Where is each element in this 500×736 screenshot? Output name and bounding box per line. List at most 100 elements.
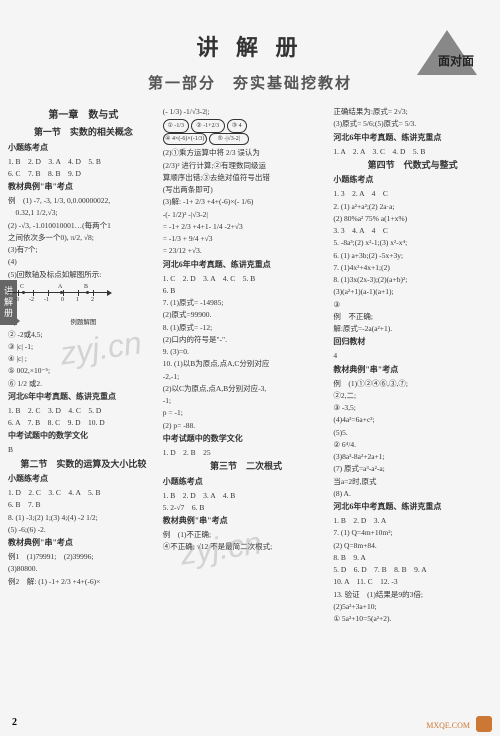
caption: 例题解图 [8,318,159,328]
text-line: 4 [333,350,492,361]
text-line: 正确结果为:原式= 2√3; [333,106,492,117]
subsection: 中考试题中的数学文化 [163,433,330,445]
column-3: 正确结果为:原式= 2√3; (3)原式= 5/6;(5)原式= 5/3. 河北… [333,105,492,625]
text-line: 例1 (1)79991; (2)39996; [8,551,159,562]
text-line: = -1/3 + 9/4 +√3 [163,233,330,244]
circle-node: ⑤ -|√3-2| [209,133,249,145]
text-line: 当a=2时,原式 [333,476,492,487]
text-line: (- 1/3) -1/√3-2|; [163,106,330,117]
subsection: 河北6年中考真题、练讲克重点 [333,132,492,144]
text-line: ③ |c| -1; [8,341,159,352]
text-line: 13. 验证 (1)结果是9的3倍; [333,589,492,600]
text-line: 1. B 2. D 3. A 4. D 5. B [8,156,159,167]
text-line: p = -1; [163,407,330,418]
tick-label: -2 [29,296,34,305]
text-line: 8. B 9. A [333,552,492,563]
text-line: ⑤ 002,×10⁻⁵; [8,365,159,376]
text-line: (3)8a³-8a²+2a+1; [333,451,492,462]
text-line: (写出两条即可) [163,184,330,195]
text-line: (2) p= -88. [163,420,330,431]
numline-label: B [84,283,88,292]
text-line: -(- 1/2)² -|√3-2| [163,209,330,220]
text-line: 7. (1) Q=4m+10m²; [333,527,492,538]
text-line: ⑥ 1/2 或2. [8,378,159,389]
text-line: ① 5a²+10=5(a²+2). [333,613,492,624]
text-line: 之间依次多一个0), π/2, √8; [8,232,159,243]
text-line: 算顺序出错;③去绝对值符号出错 [163,172,330,183]
text-line: 5. D 6. D 7. B 8. B 9. A [333,564,492,575]
text-line: (3)解: -1+ 2/3 +4+(-6)×(- 1/6) [163,196,330,207]
text-line: (5) -6;(6) -2. [8,524,159,535]
text-line: (3)(a²+1)(a-1)(a+1); [333,286,492,297]
text-line: (2) -√3, -1.010010001…(每两个1 [8,220,159,231]
content-columns: 第一章 数与式 第一节 实数的相关概念 小题练考点 1. B 2. D 3. A… [8,105,492,625]
text-line: 8. (1)3x(2x-3);(2)(a+b)²; [333,274,492,285]
text-line: ② 6⁴/4. [333,439,492,450]
text-line: (5)5. [333,427,492,438]
text-line: ③ [333,299,492,310]
text-line: (5)回数轴及标点如解图所示: [8,269,159,280]
tick-label: -1 [44,296,49,305]
column-1: 第一章 数与式 第一节 实数的相关概念 小题练考点 1. B 2. D 3. A… [8,105,159,625]
text-line: 9. (3)=0. [163,346,330,357]
tab-arrow-icon [14,316,20,326]
text-line: 8. (1) -3;(2) 1;(3) 4;(4) -2 1/2; [8,512,159,523]
text-line: (3)有7个; [8,244,159,255]
text-line: ② -2或4,5; [8,329,159,340]
column-2: (- 1/3) -1/√3-2|; ① -1/3 ② -1+2/3 ③ 4 ④ … [163,105,330,625]
subsection: 教材典例"串"考点 [163,515,330,527]
text-line: (4) [8,256,159,267]
circle-diagram: ① -1/3 ② -1+2/3 ③ 4 ④ 4×(-6)×(-1/3) ⑤ -|… [163,119,293,145]
text-line: (2/3)² 进行计算;②有理数同级运 [163,160,330,171]
text-line: (2)原式=99900. [163,309,330,320]
text-line: ③ -3,5; [333,402,492,413]
text-line: 3. 3 4. A 4 C [333,225,492,236]
text-line: (2)口内的符号是"-". [163,334,330,345]
text-line: 5. 2-√7 6. B [163,502,330,513]
text-line: 解:原式=-2a(a²+1). [333,323,492,334]
text-line: 6. B [163,285,330,296]
badge-text: 面对面 [438,52,474,69]
text-line: 10. (1)以B为原点,点A,C分别对应 [163,358,330,369]
text-line: (7) 原式=a³-a²-a; [333,463,492,474]
subsection: 小题练考点 [333,174,492,186]
tick-label: -3 [14,296,19,305]
text-line: 0.32,1 1/2,√3; [8,207,159,218]
section-title: 第一节 实数的相关概念 [8,126,159,140]
text-line: 1. D 2. B 25 [163,447,330,458]
text-line: -2,-1; [163,371,330,382]
text-line: 例 (1)不正确; [163,529,330,540]
text-line: (2) 80%a² 75% a(1+x%) [333,213,492,224]
circle-node: ② -1+2/3 [191,119,225,133]
text-line: 6. A 7. B 8. C 9. D 10. D [8,417,159,428]
text-line: 1. B 2. C 3. D 4. C 5. D [8,405,159,416]
subsection: 教材典例"串"考点 [8,537,159,549]
text-line: ④ |c| ; [8,353,159,364]
section-title: 第三节 二次根式 [163,460,330,474]
tick-label: 1 [76,296,79,305]
text-line: = 23/12 +√3. [163,245,330,256]
text-line: 10. A 11. C 12. -3 [333,576,492,587]
header: 讲 解 册 面对面 [8,30,492,62]
circle-node: ① -1/3 [163,119,189,133]
number-line-diagram: C A B -3 -2 -1 0 1 2 [8,292,108,316]
section-title: 第四节 代数式与整式 [333,159,492,173]
text-line: 7. (1)4x²+4x+1;(2) [333,262,492,273]
text-line: 2. (1) a²+a²;(2) 2a·a; [333,201,492,212]
text-line: 例 (1)①②④⑥,③,⑦; [333,378,492,389]
numline-label: A [58,283,62,292]
subsection: 河北6年中考真题、练讲克重点 [333,501,492,513]
subsection: 小题练考点 [8,473,159,485]
subsection: 教材典例"串"考点 [333,364,492,376]
numline-label: C [20,283,24,292]
text-line: 例2 解: (1) -1+ 2/3 +4+(-6)× [8,576,159,587]
circle-node: ④ 4×(-6)×(-1/3) [163,133,207,145]
text-line: (2) Q=8m+84. [333,540,492,551]
text-line: 1. A 2. A 3. C 4. D 5. B [333,146,492,157]
text-line: 1. C 2. D 3. A 4. C 5. B [163,273,330,284]
subsection: 中考试题中的数学文化 [8,430,159,442]
text-line: (2)以C为原点,点A,B分别对应-3, [163,383,330,394]
subsection: 河北6年中考真题、练讲克重点 [163,259,330,271]
text-line: (2)①乘方运算中将 2/3 误认为 [163,147,330,158]
text-line: B [8,444,159,455]
